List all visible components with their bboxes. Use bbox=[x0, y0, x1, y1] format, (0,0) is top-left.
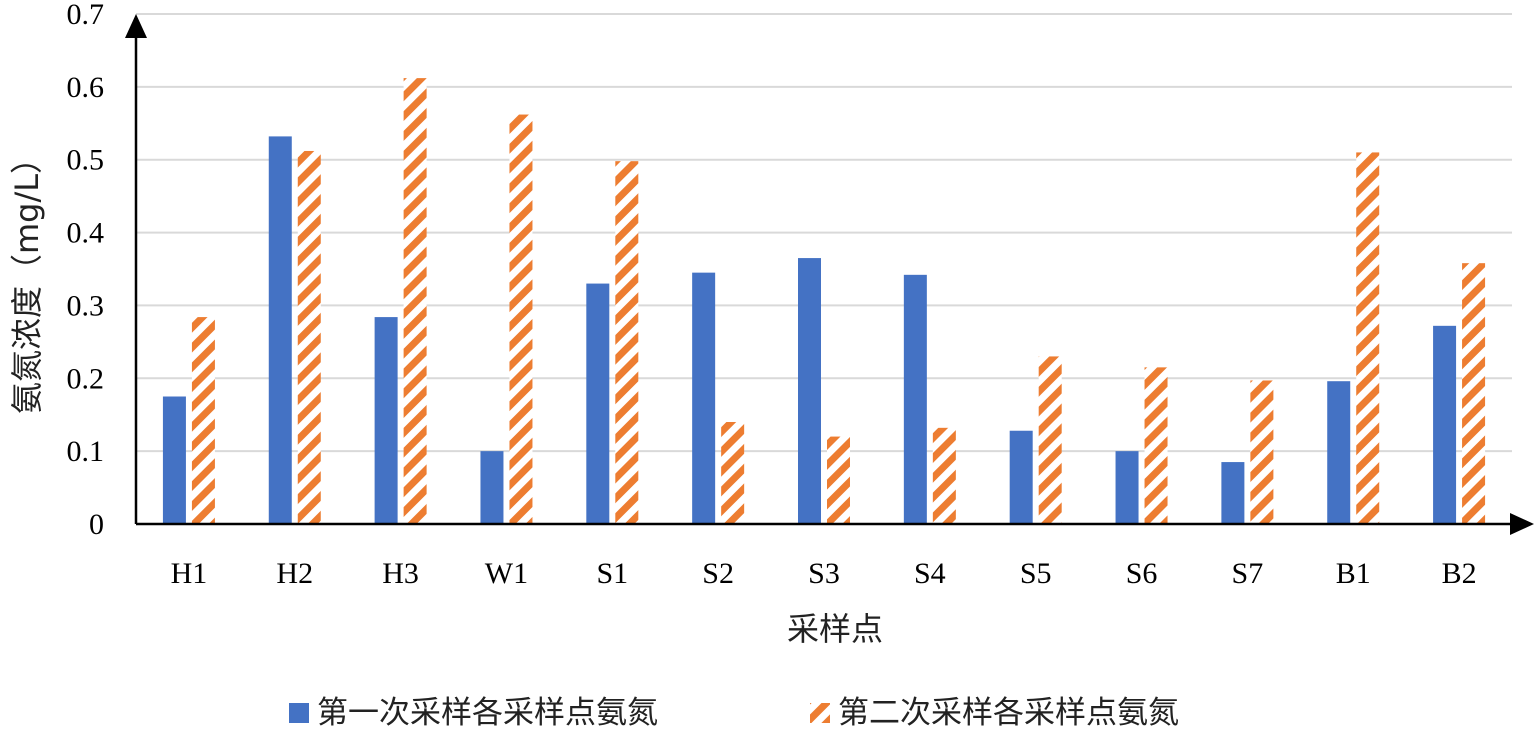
bars bbox=[162, 78, 1486, 525]
legend-label-series-2: 第二次采样各采样点氨氮 bbox=[838, 695, 1179, 729]
bar-series-2-h1 bbox=[191, 317, 215, 524]
bar-series-1-s1 bbox=[586, 283, 610, 524]
bar-series-2-b2 bbox=[1462, 263, 1486, 524]
x-axis-arrow bbox=[1510, 513, 1534, 535]
gridlines bbox=[136, 13, 1512, 453]
y-axis-arrow bbox=[125, 14, 147, 38]
bar-series-1-s2 bbox=[692, 272, 716, 524]
bar-series-2-s4 bbox=[932, 427, 956, 524]
bar-series-2-w1 bbox=[509, 114, 533, 525]
bar-series-1-b2 bbox=[1433, 325, 1457, 524]
legend: 第一次采样各采样点氨氮 第二次采样各采样点氨氮 bbox=[289, 695, 1179, 729]
x-tick-label: S1 bbox=[596, 557, 628, 590]
legend-label-series-1: 第一次采样各采样点氨氮 bbox=[317, 695, 658, 729]
bar-series-2-s3 bbox=[827, 436, 850, 524]
x-tick-label: H2 bbox=[276, 557, 313, 590]
x-tick-label: B2 bbox=[1442, 557, 1477, 590]
bar-series-2-b1 bbox=[1356, 152, 1380, 524]
y-tick-labels: 0 0.1 0.2 0.3 0.4 0.5 0.6 0.7 bbox=[67, 0, 105, 541]
bar-series-2-s5 bbox=[1038, 356, 1062, 524]
y-tick-label: 0.3 bbox=[67, 289, 105, 322]
bar-series-1-w1 bbox=[480, 451, 504, 524]
legend-swatch-series-2 bbox=[810, 703, 830, 723]
y-axis-title: 氨氮浓度（mg/L） bbox=[8, 142, 46, 414]
y-tick-label: 0.5 bbox=[67, 144, 105, 177]
bar-series-1-s3 bbox=[798, 258, 821, 524]
y-tick-label: 0 bbox=[89, 508, 104, 541]
bar-series-2-s7 bbox=[1250, 380, 1274, 524]
x-tick-label: S5 bbox=[1020, 557, 1052, 590]
bar-series-1-h3 bbox=[374, 317, 398, 524]
y-tick-label: 0.4 bbox=[67, 217, 105, 250]
axes bbox=[125, 14, 1534, 535]
y-tick-label: 0.2 bbox=[67, 362, 105, 395]
bar-series-2-h2 bbox=[297, 150, 321, 524]
x-tick-label: S2 bbox=[702, 557, 734, 590]
bar-series-1-b1 bbox=[1327, 381, 1351, 524]
y-tick-label: 0.7 bbox=[67, 0, 105, 31]
x-tick-label: S4 bbox=[914, 557, 946, 590]
x-tick-label: H3 bbox=[382, 557, 419, 590]
legend-swatch-series-1 bbox=[289, 703, 309, 723]
x-tick-labels: H1 H2 H3 W1 S1 S2 S3 S4 S5 S6 S7 B1 B2 bbox=[171, 557, 1477, 590]
x-tick-label: S6 bbox=[1126, 557, 1158, 590]
bar-series-1-h2 bbox=[268, 136, 292, 524]
bar-series-2-s2 bbox=[721, 422, 745, 524]
bar-series-2-s6 bbox=[1144, 367, 1168, 524]
x-tick-label: S3 bbox=[808, 557, 840, 590]
bar-series-1-h1 bbox=[162, 396, 186, 524]
bar-series-1-s5 bbox=[1009, 430, 1033, 524]
bar-series-2-s1 bbox=[615, 161, 639, 524]
x-tick-label: H1 bbox=[171, 557, 208, 590]
bar-series-1-s6 bbox=[1115, 451, 1139, 524]
x-tick-label: S7 bbox=[1232, 557, 1264, 590]
x-tick-label: W1 bbox=[485, 557, 528, 590]
bar-series-1-s7 bbox=[1221, 462, 1245, 524]
x-axis-title: 采样点 bbox=[787, 610, 883, 648]
y-tick-label: 0.1 bbox=[67, 435, 105, 468]
x-tick-label: B1 bbox=[1336, 557, 1371, 590]
bar-series-1-s4 bbox=[903, 274, 927, 524]
y-tick-label: 0.6 bbox=[67, 71, 105, 104]
bar-series-2-h3 bbox=[403, 78, 427, 524]
